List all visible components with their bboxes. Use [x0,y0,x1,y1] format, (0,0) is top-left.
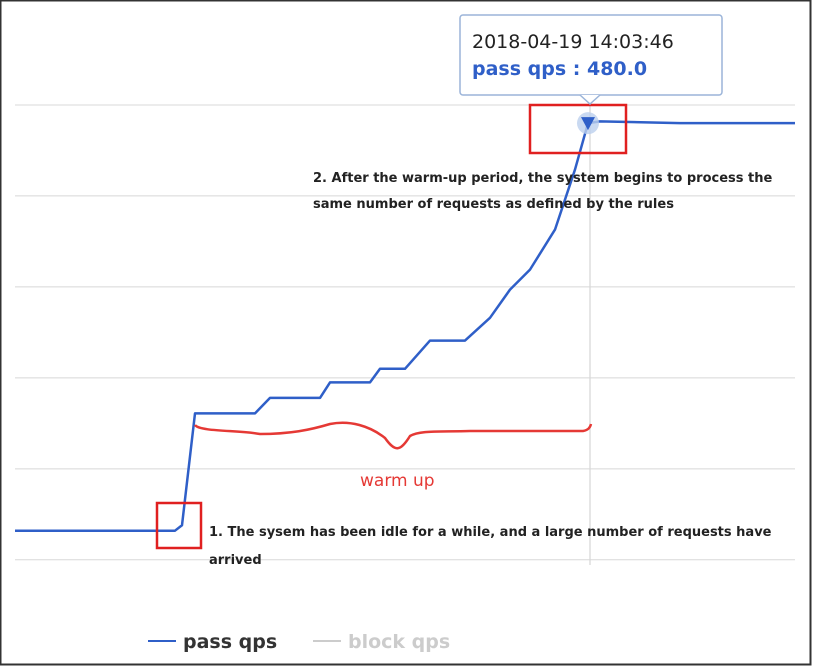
warm-up-brace [193,421,593,450]
highlight-box [528,103,628,155]
annotation: warm up [360,471,435,491]
legend-label: pass qps [183,631,277,653]
annotation: arrived [209,553,262,568]
annotation: 2. After the warm-up period, the system … [313,171,772,186]
annotation: same number of requests as defined by th… [313,197,674,212]
hover-marker [581,117,595,131]
highlight-box [155,501,203,550]
annotation: 1. The sysem has been idle for a while, … [209,525,772,540]
tooltip-value: pass qps : 480.0 [472,58,647,80]
legend-label: block qps [348,631,450,653]
tooltip-pointer [579,94,601,106]
series-line [15,120,795,532]
tooltip-time: 2018-04-19 14:03:46 [472,31,674,53]
tooltip [459,14,723,96]
